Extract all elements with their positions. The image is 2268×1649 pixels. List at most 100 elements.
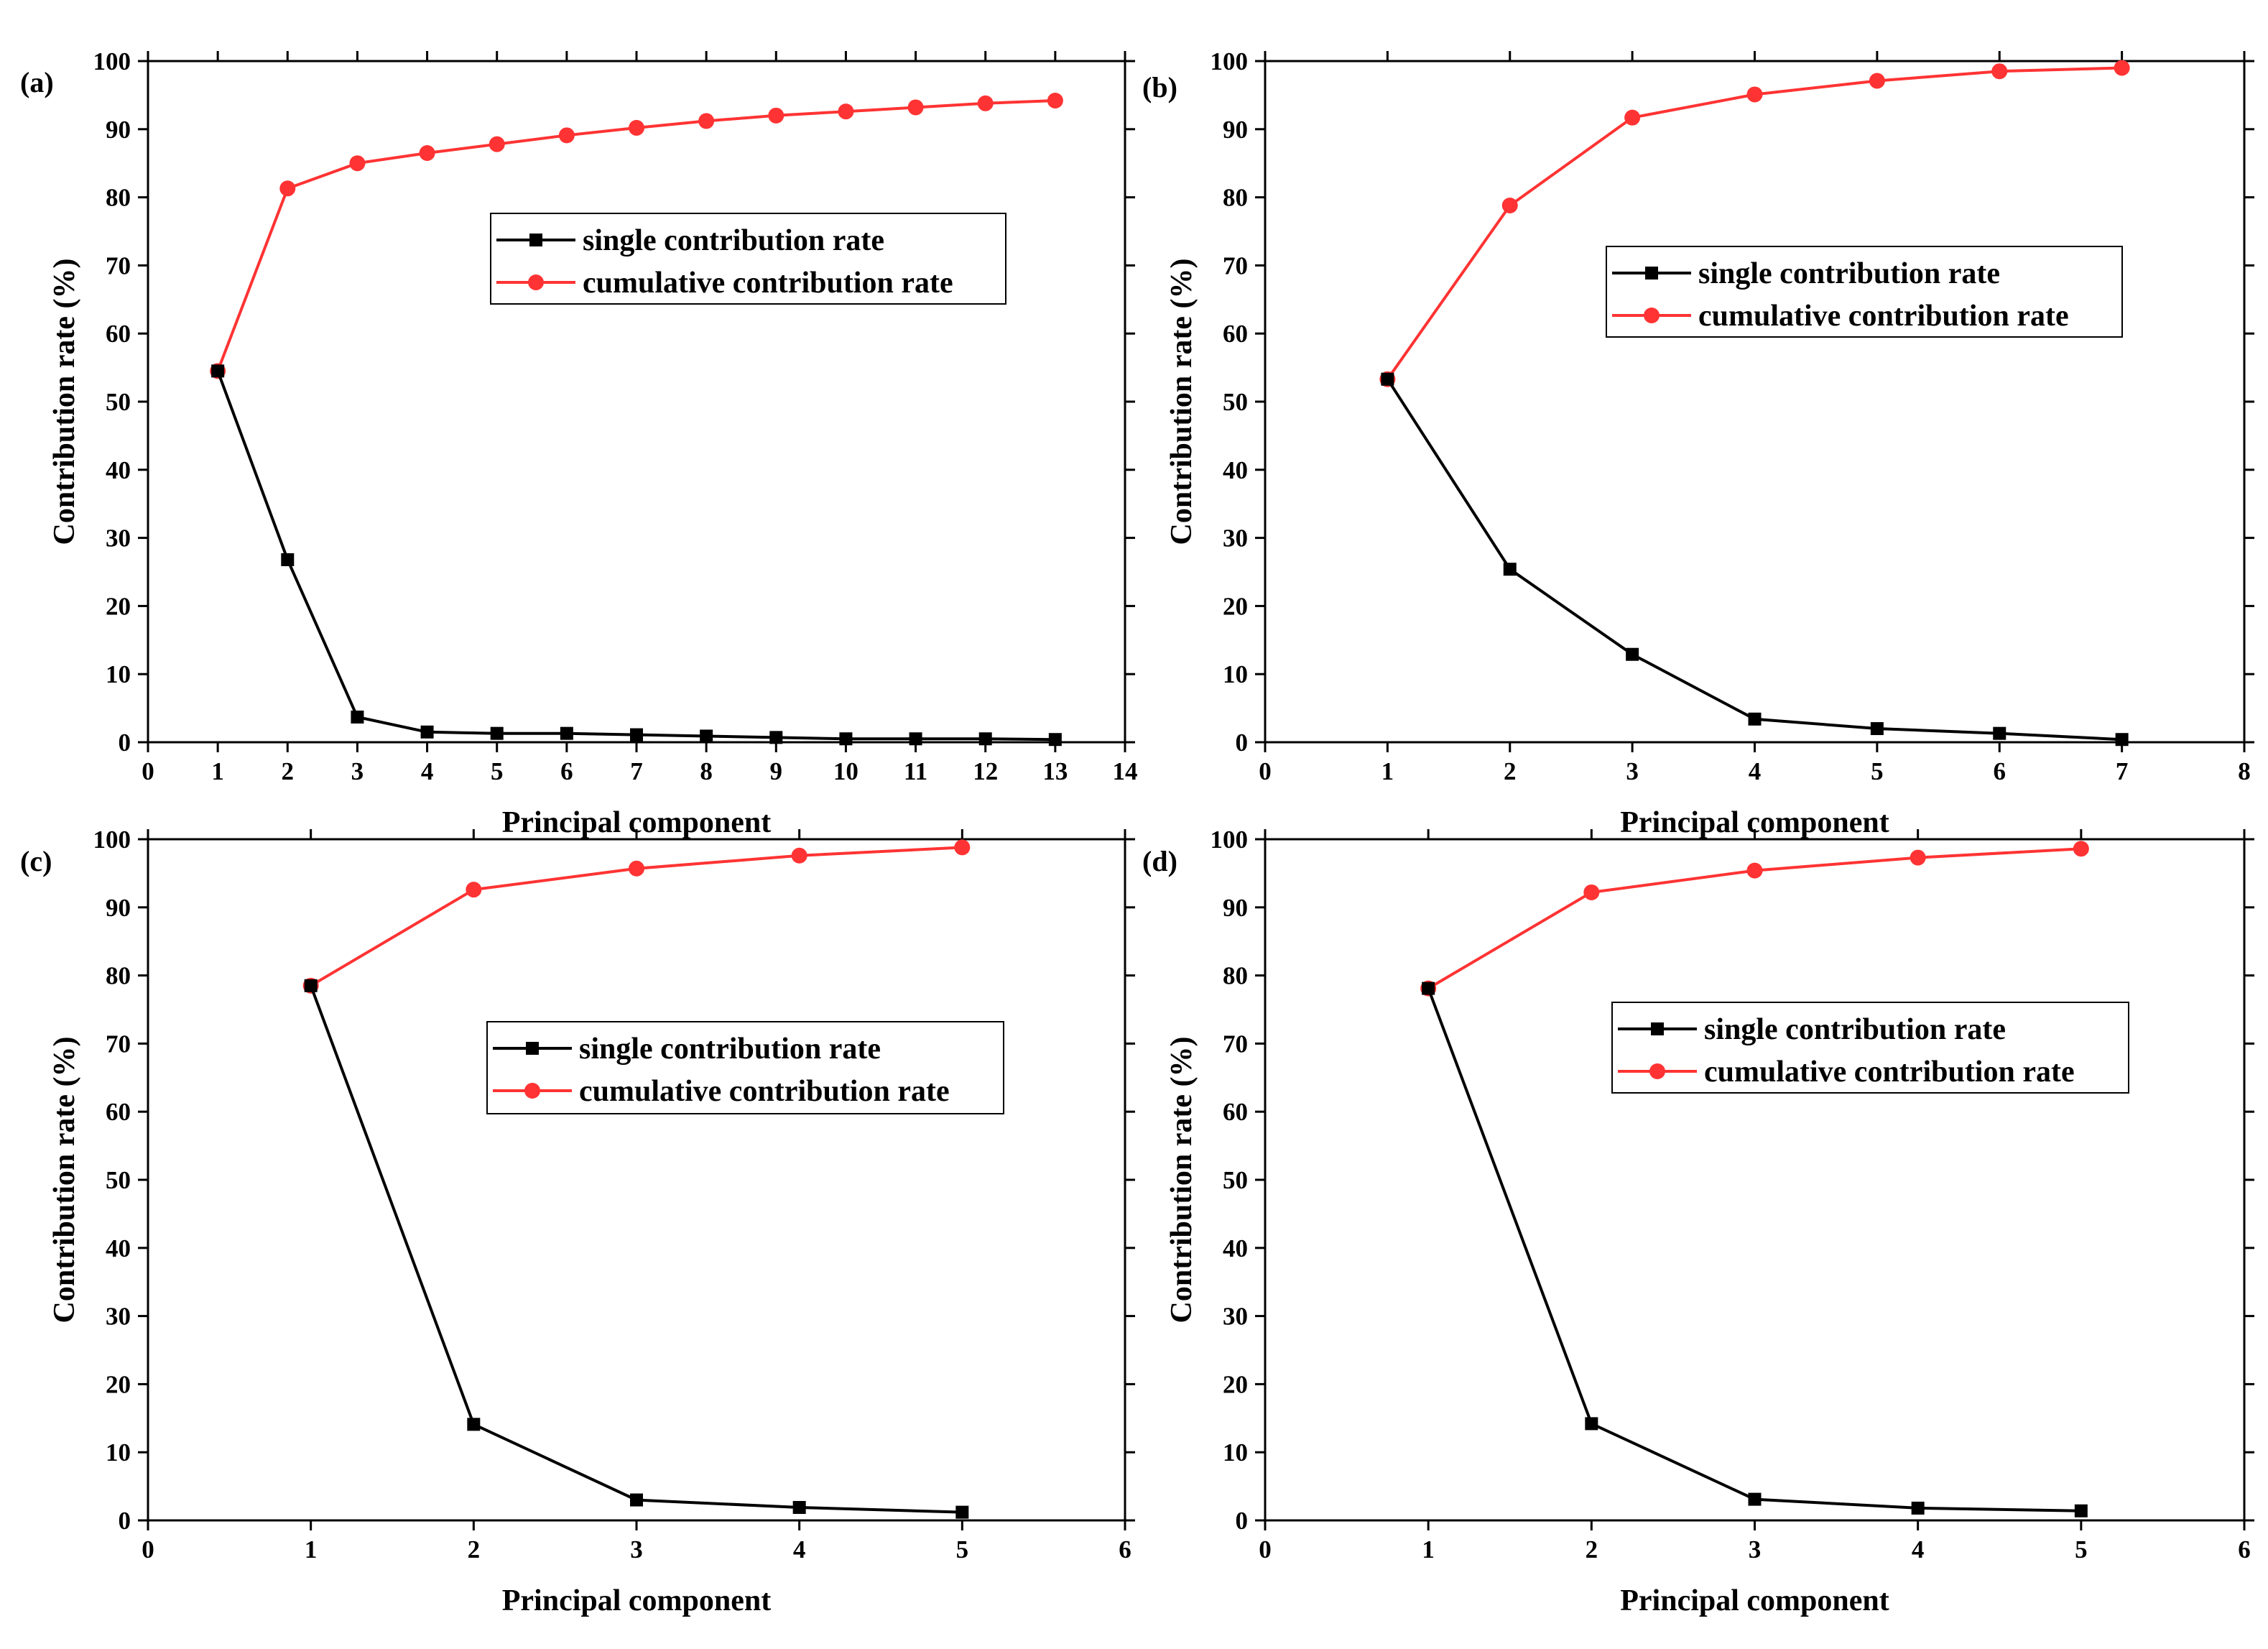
x-tick-label: 1 — [305, 1535, 318, 1563]
data-point — [1583, 884, 1600, 900]
x-tick-label: 8 — [2238, 757, 2251, 785]
series-single — [211, 364, 1062, 747]
legend-swatch-marker — [528, 274, 544, 290]
legend-label: single contribution rate — [1704, 1013, 2006, 1046]
x-tick-label: 5 — [956, 1535, 969, 1563]
x-tick-label: 14 — [1113, 757, 1138, 785]
x-tick-label: 2 — [468, 1535, 481, 1563]
y-tick-label: 0 — [1236, 1507, 1249, 1535]
y-tick-label: 60 — [106, 320, 131, 348]
data-point — [211, 364, 225, 378]
data-point — [1870, 722, 1884, 736]
plot-frame — [1264, 60, 2246, 744]
y-tick-label: 20 — [1223, 1370, 1248, 1398]
data-point — [2074, 1504, 2088, 1518]
legend-swatch-marker — [1645, 267, 1658, 280]
x-tick-label: 11 — [904, 757, 927, 785]
y-tick-label: 50 — [1223, 1166, 1248, 1194]
data-point — [1585, 1417, 1598, 1431]
y-tick-label: 70 — [1223, 1030, 1248, 1058]
y-tick-label: 80 — [106, 962, 131, 990]
data-point — [978, 732, 992, 746]
y-tick-label: 30 — [1223, 1303, 1248, 1331]
panel-label: (c) — [20, 845, 52, 877]
series-line — [1386, 378, 2122, 742]
data-point — [1748, 712, 1762, 726]
x-tick-label: 2 — [1586, 1535, 1598, 1563]
y-tick-label: 100 — [93, 826, 131, 854]
data-point — [1624, 109, 1641, 126]
legend: single contribution rate cumulative contr… — [486, 1021, 1004, 1114]
data-point — [768, 107, 784, 124]
x-tick-label: 7 — [2116, 757, 2129, 785]
data-point — [279, 180, 296, 197]
x-tick-label: 1 — [1381, 757, 1394, 785]
x-tick-label: 13 — [1042, 757, 1068, 785]
data-point — [698, 113, 715, 129]
y-tick-label: 50 — [106, 1166, 131, 1194]
x-tick-label: 6 — [560, 757, 573, 785]
data-point — [629, 860, 644, 877]
y-tick-label: 80 — [106, 184, 131, 212]
data-point — [1993, 726, 2007, 740]
data-point — [304, 979, 318, 992]
x-tick-label: 6 — [1994, 757, 2007, 785]
legend-label: cumulative contribution rate — [1698, 300, 2069, 333]
y-tick-label: 20 — [1223, 592, 1248, 620]
y-tick-label: 20 — [106, 592, 131, 620]
series-single — [304, 979, 969, 1519]
legend-box — [490, 213, 1006, 305]
legend-swatch-marker — [524, 1083, 540, 1099]
x-tick-label: 0 — [1259, 757, 1272, 785]
x-axis-title: Principal component — [1620, 1584, 1889, 1617]
data-point — [466, 882, 482, 898]
x-tick-label: 0 — [142, 757, 154, 785]
y-tick-label: 0 — [1236, 729, 1249, 757]
legend-box — [486, 1021, 1004, 1114]
y-tick-label: 90 — [1223, 894, 1248, 922]
data-point — [1047, 92, 1063, 108]
data-point — [419, 144, 435, 161]
legend-swatch-marker — [1651, 1022, 1664, 1035]
legend-label: single contribution rate — [579, 1033, 881, 1066]
x-tick-label: 10 — [833, 757, 858, 785]
x-tick-label: 0 — [142, 1535, 154, 1563]
data-point — [769, 731, 783, 744]
data-point — [281, 553, 295, 566]
legend-box — [1606, 246, 2123, 338]
y-tick-label: 70 — [106, 251, 131, 280]
y-tick-label: 80 — [1223, 962, 1248, 990]
data-point — [909, 732, 922, 746]
plot-frame — [147, 60, 1126, 744]
y-tick-label: 60 — [106, 1098, 131, 1126]
x-axis-title: Principal component — [502, 1584, 772, 1617]
y-tick-label: 10 — [1223, 660, 1248, 688]
data-point — [907, 99, 924, 116]
data-point — [351, 710, 364, 724]
data-point — [792, 1500, 806, 1514]
data-point — [2115, 733, 2129, 747]
legend-swatch-marker — [526, 1042, 539, 1055]
data-point — [1503, 563, 1517, 576]
y-tick-label: 100 — [93, 47, 131, 75]
x-tick-label: 3 — [630, 1535, 643, 1563]
plot-frame — [1264, 838, 2246, 1522]
y-tick-label: 10 — [1223, 1438, 1248, 1466]
x-tick-label: 0 — [1259, 1535, 1272, 1563]
data-point — [954, 839, 971, 856]
data-point — [2114, 60, 2130, 76]
x-tick-label: 6 — [2238, 1535, 2251, 1563]
series-line — [216, 370, 1055, 742]
data-point — [558, 127, 575, 144]
data-point — [1869, 73, 1885, 89]
y-tick-label: 30 — [1223, 525, 1248, 553]
data-point — [1048, 733, 1062, 747]
y-tick-label: 10 — [106, 1438, 131, 1466]
panel-label: (a) — [20, 66, 54, 98]
y-tick-label: 90 — [106, 894, 131, 922]
data-point — [467, 1418, 481, 1431]
y-tick-label: 50 — [1223, 388, 1248, 416]
legend: single contribution rate cumulative contr… — [1611, 1002, 2129, 1094]
data-point — [977, 95, 994, 111]
